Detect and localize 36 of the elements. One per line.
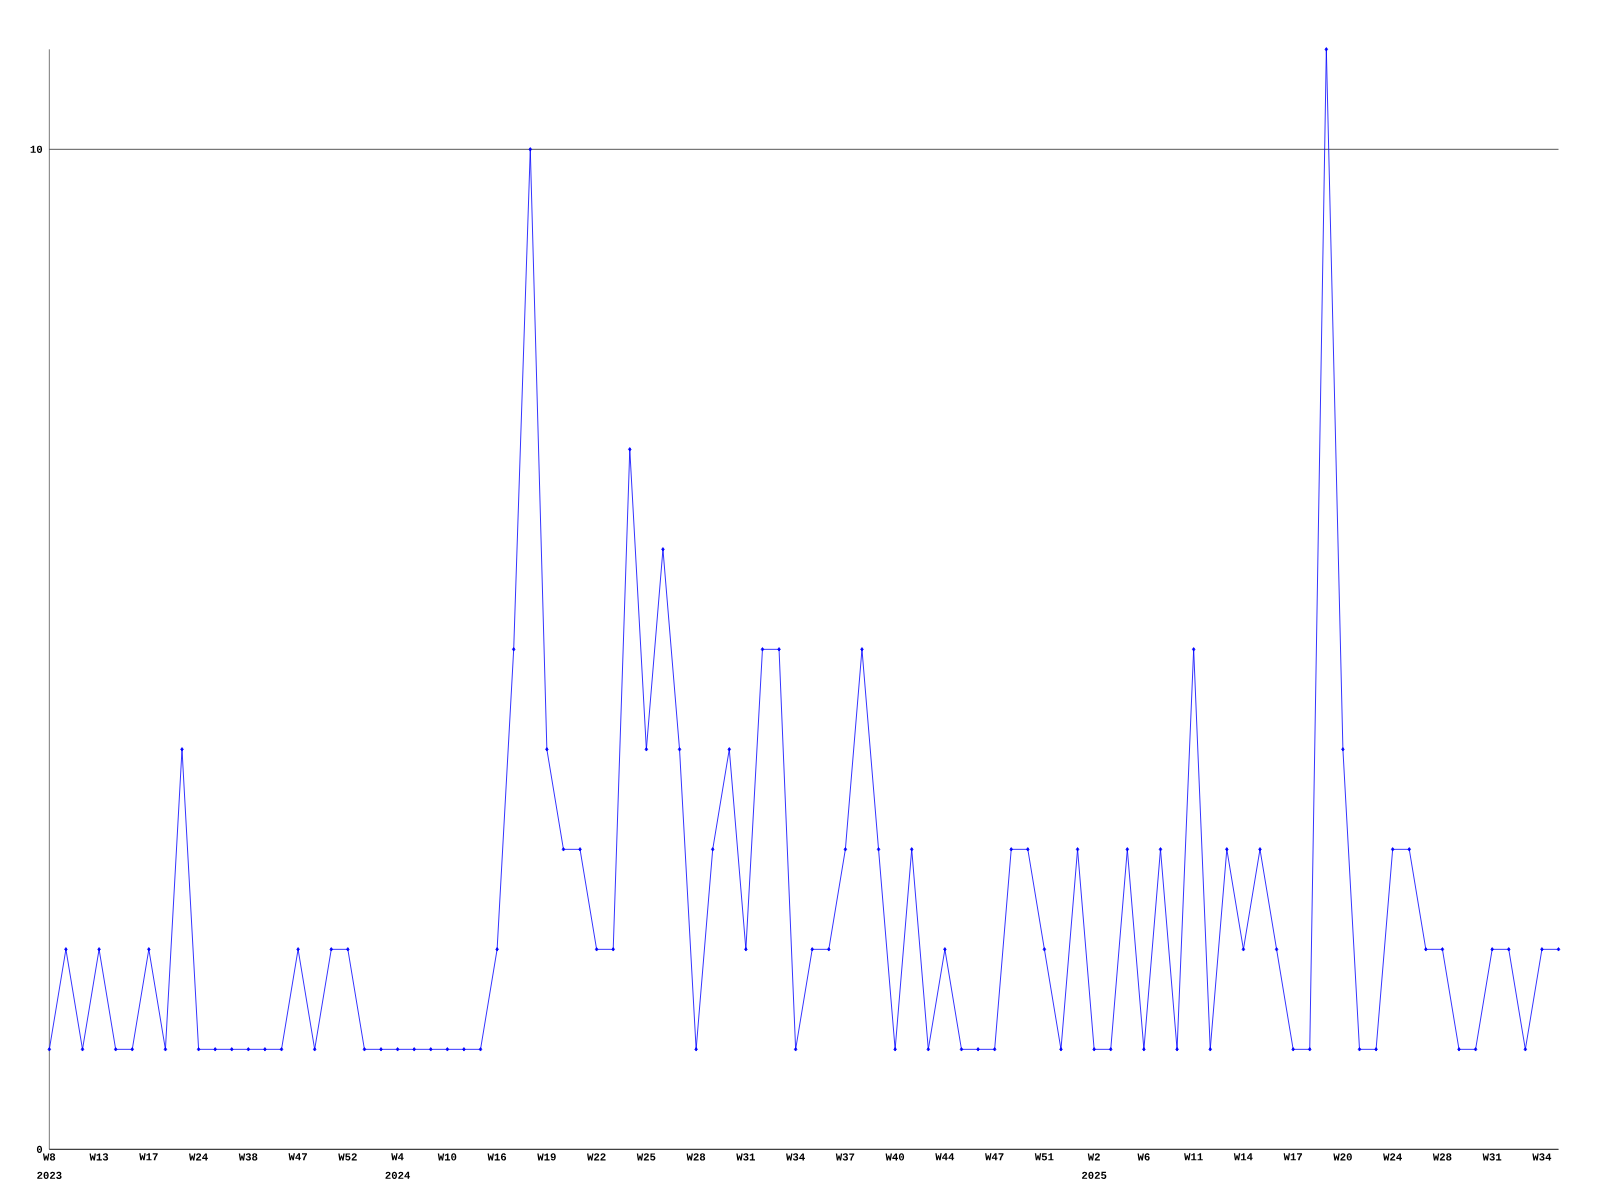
x-tick-label: W22	[587, 1153, 606, 1161]
x-tick-label: W8	[42, 1153, 56, 1161]
x-tick-label: W14	[1233, 1153, 1253, 1161]
x-tick-label: W31	[1482, 1153, 1502, 1161]
y-tick-label: 0	[36, 1145, 43, 1153]
x-tick-label: W20	[1333, 1153, 1352, 1161]
x-tick-label: W34	[1532, 1153, 1552, 1161]
x-tick-label: W13	[89, 1153, 109, 1161]
x-tick-label: W11	[1184, 1153, 1203, 1161]
x-tick-label: W31	[736, 1153, 755, 1161]
x-tick-label: W2	[1087, 1153, 1100, 1161]
x-tick-label: W24	[1383, 1153, 1402, 1161]
x-tick-label: W37	[835, 1153, 855, 1161]
y-tick-label: 10	[30, 145, 43, 153]
x-tick-label: W4	[391, 1153, 404, 1161]
x-tick-label: W40	[885, 1153, 905, 1161]
x-tick-label: W47	[985, 1153, 1004, 1161]
x-tick-label: W51	[1034, 1153, 1054, 1161]
x-tick-label: W52	[338, 1153, 357, 1161]
x-tick-label: W28	[686, 1153, 706, 1161]
text: 2023	[37, 1171, 62, 1179]
x-tick-label: W16	[487, 1153, 507, 1161]
text: 2024	[385, 1171, 411, 1179]
x-tick-label: W25	[636, 1153, 656, 1161]
x-tick-label: W19	[537, 1153, 556, 1161]
x-tick-label: W24	[189, 1153, 208, 1161]
x-tick-label: W28	[1432, 1153, 1452, 1161]
text: 2025	[1082, 1171, 1107, 1179]
x-tick-label: W10	[437, 1153, 457, 1161]
x-tick-label: W17	[1283, 1153, 1303, 1161]
x-tick-label: W6	[1137, 1153, 1150, 1161]
x-tick-label: W34	[786, 1153, 805, 1161]
x-tick-label: W38	[238, 1153, 258, 1161]
x-tick-label: W44	[935, 1153, 955, 1161]
x-tick-label: W17	[139, 1153, 158, 1161]
x-tick-label: W47	[288, 1153, 307, 1161]
